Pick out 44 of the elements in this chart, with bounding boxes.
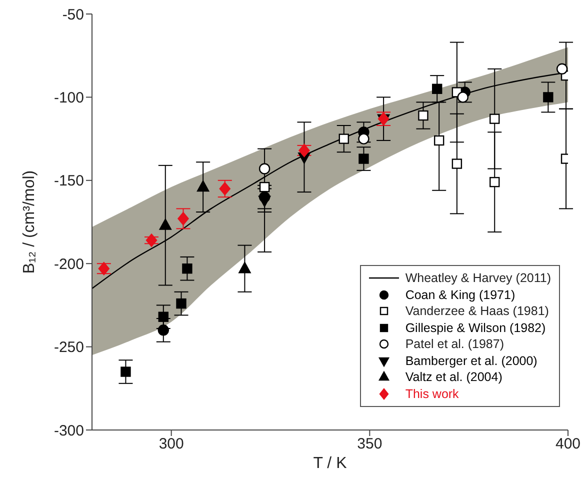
point [358, 154, 369, 164]
point [238, 262, 251, 274]
point [182, 263, 192, 274]
y-tick-label: -100 [54, 90, 84, 107]
legend-label: Coan & King (1971) [405, 288, 516, 302]
point [543, 92, 554, 102]
point [258, 163, 270, 174]
point [452, 158, 462, 169]
x-tick-label: 400 [555, 436, 581, 453]
point [434, 135, 444, 146]
legend-label: Valtz et al. (2004) [405, 370, 502, 384]
point [418, 110, 428, 121]
legend-label: Vanderzee & Haas (1981) [405, 304, 549, 318]
y-axis-title: B₁₂ / (cm³/mol) [21, 170, 38, 274]
point [178, 212, 189, 226]
legend-label: Wheatley & Harvey (2011) [405, 271, 551, 286]
x-tick-label: 350 [357, 436, 382, 453]
point [490, 176, 500, 188]
point [120, 366, 131, 377]
legend-label: Patel et al. (1987) [405, 337, 504, 352]
legend-label: Bamberger et al. (2000) [405, 354, 538, 368]
x-axis-title: T / K [313, 455, 348, 472]
y-tick-label: -150 [54, 172, 84, 190]
point [556, 63, 568, 75]
point [259, 182, 270, 192]
point [158, 312, 168, 322]
legend-label: Gillespie & Wilson (1982) [405, 320, 546, 335]
point [158, 324, 169, 336]
point [338, 134, 349, 144]
point [457, 92, 468, 103]
legend-label: This work [405, 386, 459, 401]
y-tick-label: -50 [62, 6, 84, 24]
point [432, 84, 442, 94]
point [146, 234, 158, 247]
y-tick-label: -300 [54, 422, 84, 440]
x-tick-label: 300 [158, 436, 184, 453]
y-tick-label: -250 [54, 339, 84, 356]
point [196, 180, 210, 192]
point [159, 218, 172, 230]
point [176, 298, 186, 309]
point [358, 133, 370, 144]
point [258, 196, 271, 207]
y-tick-label: -200 [54, 256, 84, 273]
point [490, 114, 500, 124]
